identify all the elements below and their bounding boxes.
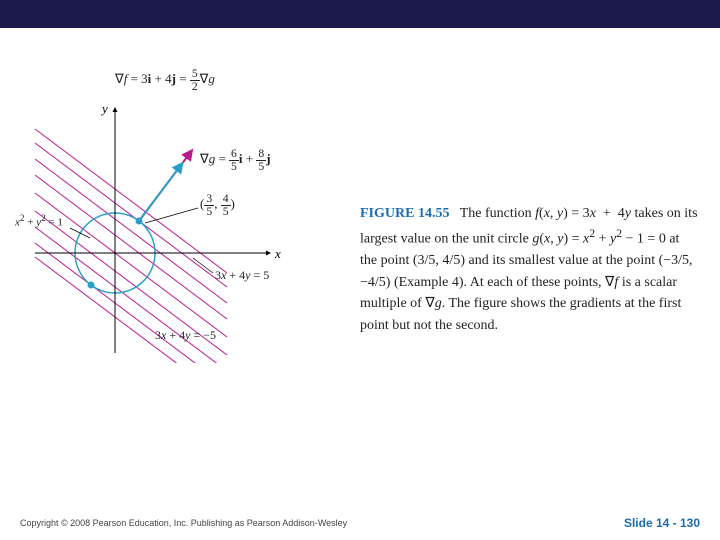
footer: Copyright © 2008 Pearson Education, Inc.… (20, 516, 700, 530)
x-axis-label: x (274, 246, 281, 261)
figure-svg: x y (20, 73, 350, 363)
line-upper-label: 3x + 4y = 5 (215, 268, 269, 283)
caption-prefix: The function (460, 206, 535, 221)
g-symbol: g (435, 296, 442, 311)
figure-caption: FIGURE 14.55 The function f(x, y) = 3x +… (350, 73, 700, 368)
line-lower-label: 3x + 4y = −5 (155, 328, 216, 343)
slide-number: Slide 14 - 130 (624, 516, 700, 530)
point-leader (145, 208, 198, 223)
grad-g-equation: ∇g = 65i + 85j (200, 148, 271, 172)
copyright-text: Copyright © 2008 Pearson Education, Inc.… (20, 518, 347, 528)
caption-title: FIGURE 14.55 (360, 206, 449, 221)
content: ∇f = 3i + 4j = 52∇g ∇g = 65i + 85j (35, … (0, 28, 720, 368)
figure-area: ∇f = 3i + 4j = 52∇g ∇g = 65i + 85j (35, … (20, 73, 350, 368)
constraint-leader (70, 228, 90, 238)
constraint-label: x2 + y2 = 1 (15, 213, 63, 229)
y-axis-label: y (100, 101, 108, 116)
top-bar (0, 0, 720, 28)
grad-f-equation: ∇f = 3i + 4j = 52∇g (115, 68, 215, 92)
point-label: (35, 45) (200, 193, 235, 217)
